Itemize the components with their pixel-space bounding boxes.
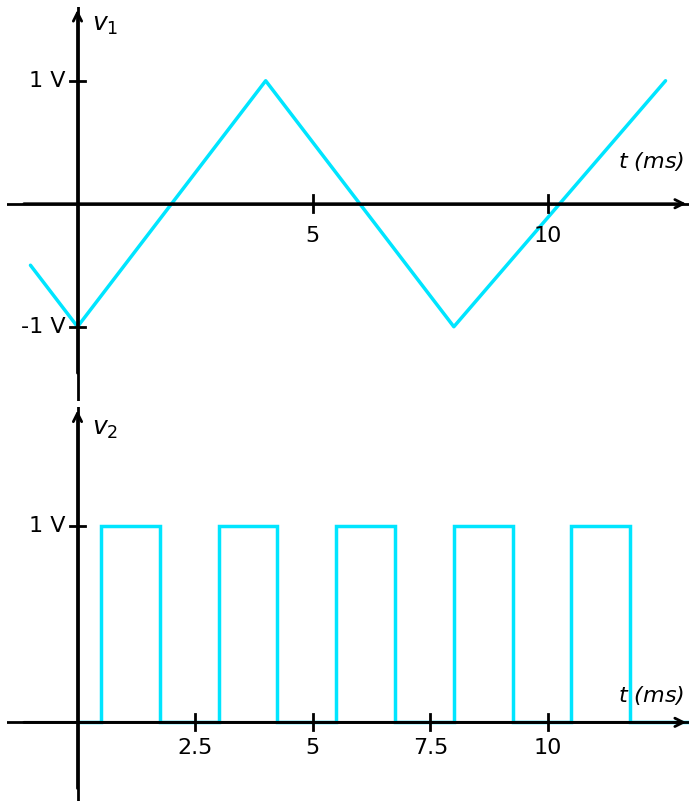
- Text: 5: 5: [306, 226, 320, 246]
- Text: -1 V: -1 V: [21, 317, 65, 337]
- Text: 10: 10: [534, 226, 562, 246]
- Text: 2.5: 2.5: [177, 738, 213, 758]
- Text: 1 V: 1 V: [29, 71, 65, 90]
- Text: $v_1$: $v_1$: [92, 13, 118, 37]
- Text: 1 V: 1 V: [29, 516, 65, 536]
- Text: 10: 10: [534, 738, 562, 758]
- Text: $t$ (ms): $t$ (ms): [618, 684, 684, 706]
- Text: $t$ (ms): $t$ (ms): [618, 150, 684, 173]
- Text: $v_2$: $v_2$: [92, 417, 118, 441]
- Text: 5: 5: [306, 738, 320, 758]
- Text: 7.5: 7.5: [413, 738, 448, 758]
